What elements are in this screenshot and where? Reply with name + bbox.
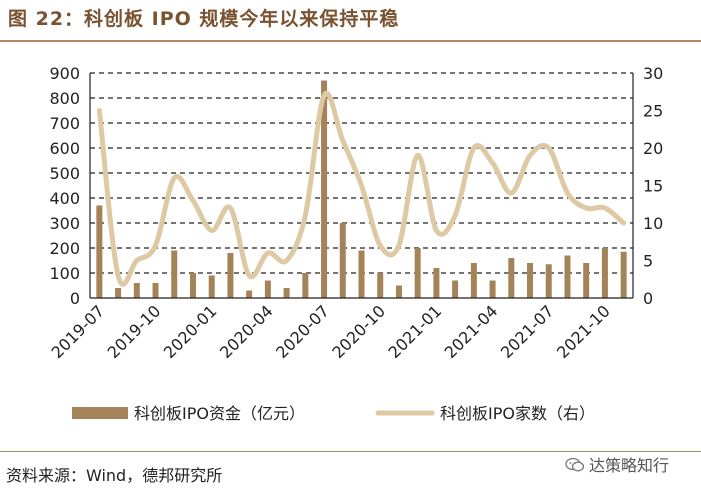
bar (227, 253, 234, 298)
bar (208, 275, 215, 298)
y-right-tick-label: 20 (643, 139, 663, 158)
bar (339, 223, 346, 298)
y-right-tick-label: 30 (643, 64, 663, 83)
bar (583, 263, 590, 298)
bar-series (96, 80, 627, 298)
left-axis-ticks: 0 100 200 300 400 500 600 700 800 900 (49, 64, 80, 308)
ipo-chart: 0 100 200 300 400 500 600 700 800 900 0 5 10 15 20 25 3… (47, 64, 663, 423)
bar (189, 273, 196, 298)
right-axis-ticks: 0 5 10 15 20 25 30 (643, 64, 663, 308)
y-right-tick-label: 0 (643, 289, 653, 308)
bar (564, 255, 571, 298)
y-left-tick-label: 600 (49, 139, 80, 158)
chart-title: 图 22：科创板 IPO 规模今年以来保持平稳 (8, 8, 400, 30)
bar (377, 273, 384, 298)
title-divider (0, 40, 701, 42)
bar (152, 283, 159, 298)
bar (395, 285, 402, 298)
x-tick-label: 2020-01 (160, 301, 221, 362)
gridlines (90, 72, 633, 274)
axes (89, 73, 634, 299)
bar (264, 280, 271, 298)
y-right-tick-label: 5 (643, 252, 653, 271)
bar (489, 280, 496, 298)
y-right-tick-label: 10 (643, 214, 663, 233)
x-tick-label: 2020-10 (328, 301, 389, 362)
footer-divider (0, 451, 701, 452)
y-right-tick-label: 25 (643, 102, 663, 121)
bar (527, 263, 534, 298)
x-tick-label: 2020-04 (216, 301, 277, 362)
bar (433, 268, 440, 298)
x-tick-label: 2019-10 (104, 301, 165, 362)
x-tick-label: 2021-10 (553, 301, 614, 362)
bar (115, 288, 122, 298)
bar (171, 250, 178, 298)
legend-label-bar: 科创板IPO资金（亿元） (134, 404, 305, 423)
y-left-tick-label: 800 (49, 89, 80, 108)
bar (545, 264, 552, 298)
x-tick-label: 2021-07 (497, 301, 558, 362)
y-left-tick-label: 200 (49, 239, 80, 258)
x-tick-label: 2020-07 (272, 301, 333, 362)
bar (133, 283, 140, 298)
legend-swatch-bar (72, 407, 128, 419)
watermark: 达策略知行 (565, 452, 669, 476)
bar (601, 248, 608, 298)
bar (96, 205, 103, 298)
y-right-tick-label: 15 (643, 177, 663, 196)
y-left-tick-label: 100 (49, 264, 80, 283)
x-tick-label: 2021-01 (385, 301, 446, 362)
bar (302, 273, 309, 298)
wechat-icon (565, 457, 585, 471)
bar (246, 290, 253, 298)
legend-label-line: 科创板IPO家数（右） (440, 404, 595, 423)
x-axis-ticks: 2019-072019-102020-012020-042020-072020-… (47, 301, 613, 362)
bar (508, 258, 515, 298)
line-series (96, 90, 627, 287)
y-left-tick-label: 0 (70, 289, 80, 308)
x-tick-label: 2019-07 (47, 301, 108, 362)
source-note: 资料来源：Wind，德邦研究所 (6, 466, 223, 485)
legend: 科创板IPO资金（亿元） 科创板IPO家数（右） (72, 404, 595, 423)
bar (414, 248, 421, 298)
y-left-tick-label: 700 (49, 114, 80, 133)
bar (620, 251, 627, 298)
bar (283, 288, 290, 298)
watermark-text: 达策略知行 (589, 456, 670, 475)
bar (470, 263, 477, 298)
bar (358, 250, 365, 298)
bar (452, 280, 459, 298)
y-left-tick-label: 500 (49, 164, 80, 183)
y-left-tick-label: 300 (49, 214, 80, 233)
x-tick-label: 2021-04 (441, 301, 502, 362)
y-left-tick-label: 900 (49, 64, 80, 83)
y-left-tick-label: 400 (49, 189, 80, 208)
bar (321, 80, 328, 298)
